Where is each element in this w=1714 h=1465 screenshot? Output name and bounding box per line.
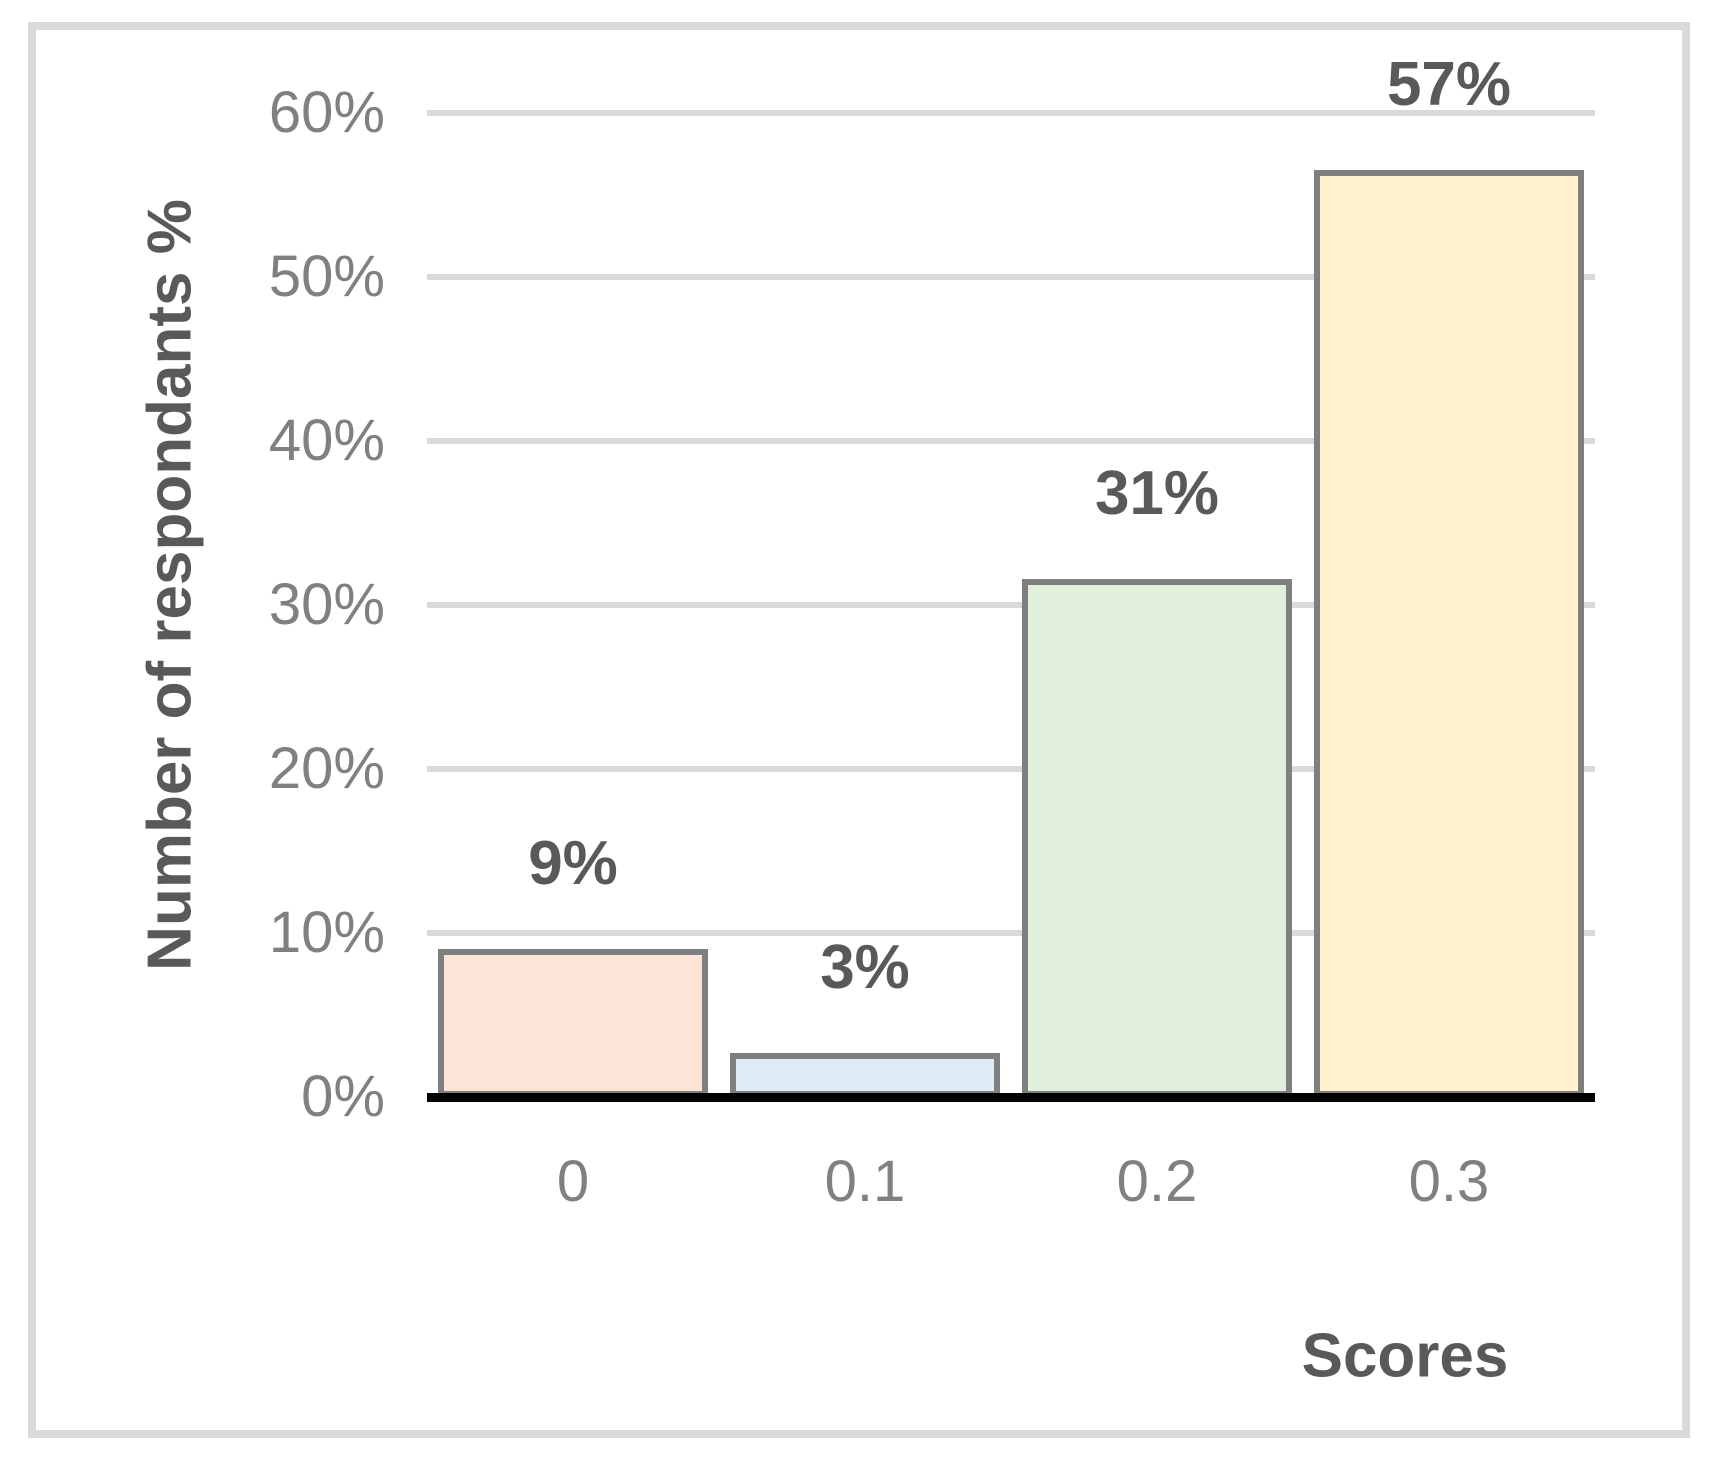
bar-0.2 [1022,578,1292,1097]
y-tick-label-0: 0% [301,1064,385,1129]
y-tick-label-20: 20% [268,736,385,801]
bar-0 [438,949,708,1097]
gridline-30 [427,602,1595,608]
x-tick-label-0: 0 [556,1149,590,1214]
data-label-0.2: 31% [1094,458,1220,528]
x-axis-title: Scores [1301,1321,1509,1391]
data-label-0.1: 3% [820,932,910,1002]
bar-0.1 [730,1052,1000,1097]
plot-area: 9% 3% 31% 57% [427,50,1595,1102]
data-label-0: 9% [528,829,618,899]
bar-0.3 [1314,170,1584,1097]
gridline-50 [427,274,1595,280]
gridline-60 [427,110,1595,116]
x-axis-line [427,1093,1595,1102]
gridline-20 [427,766,1595,772]
x-tick-label-0.1: 0.1 [824,1149,906,1214]
x-tick-label-0.2: 0.2 [1116,1149,1198,1214]
gridline-40 [427,438,1595,444]
y-tick-label-40: 40% [268,408,385,473]
x-tick-label-0.3: 0.3 [1408,1149,1490,1214]
figure-border [28,22,1690,1438]
y-tick-label-10: 10% [268,900,385,965]
data-label-0.3: 57% [1386,50,1512,120]
y-tick-label-50: 50% [268,244,385,309]
y-tick-label-60: 60% [268,80,385,145]
gridline-10 [427,930,1595,936]
y-tick-label-30: 30% [268,572,385,637]
